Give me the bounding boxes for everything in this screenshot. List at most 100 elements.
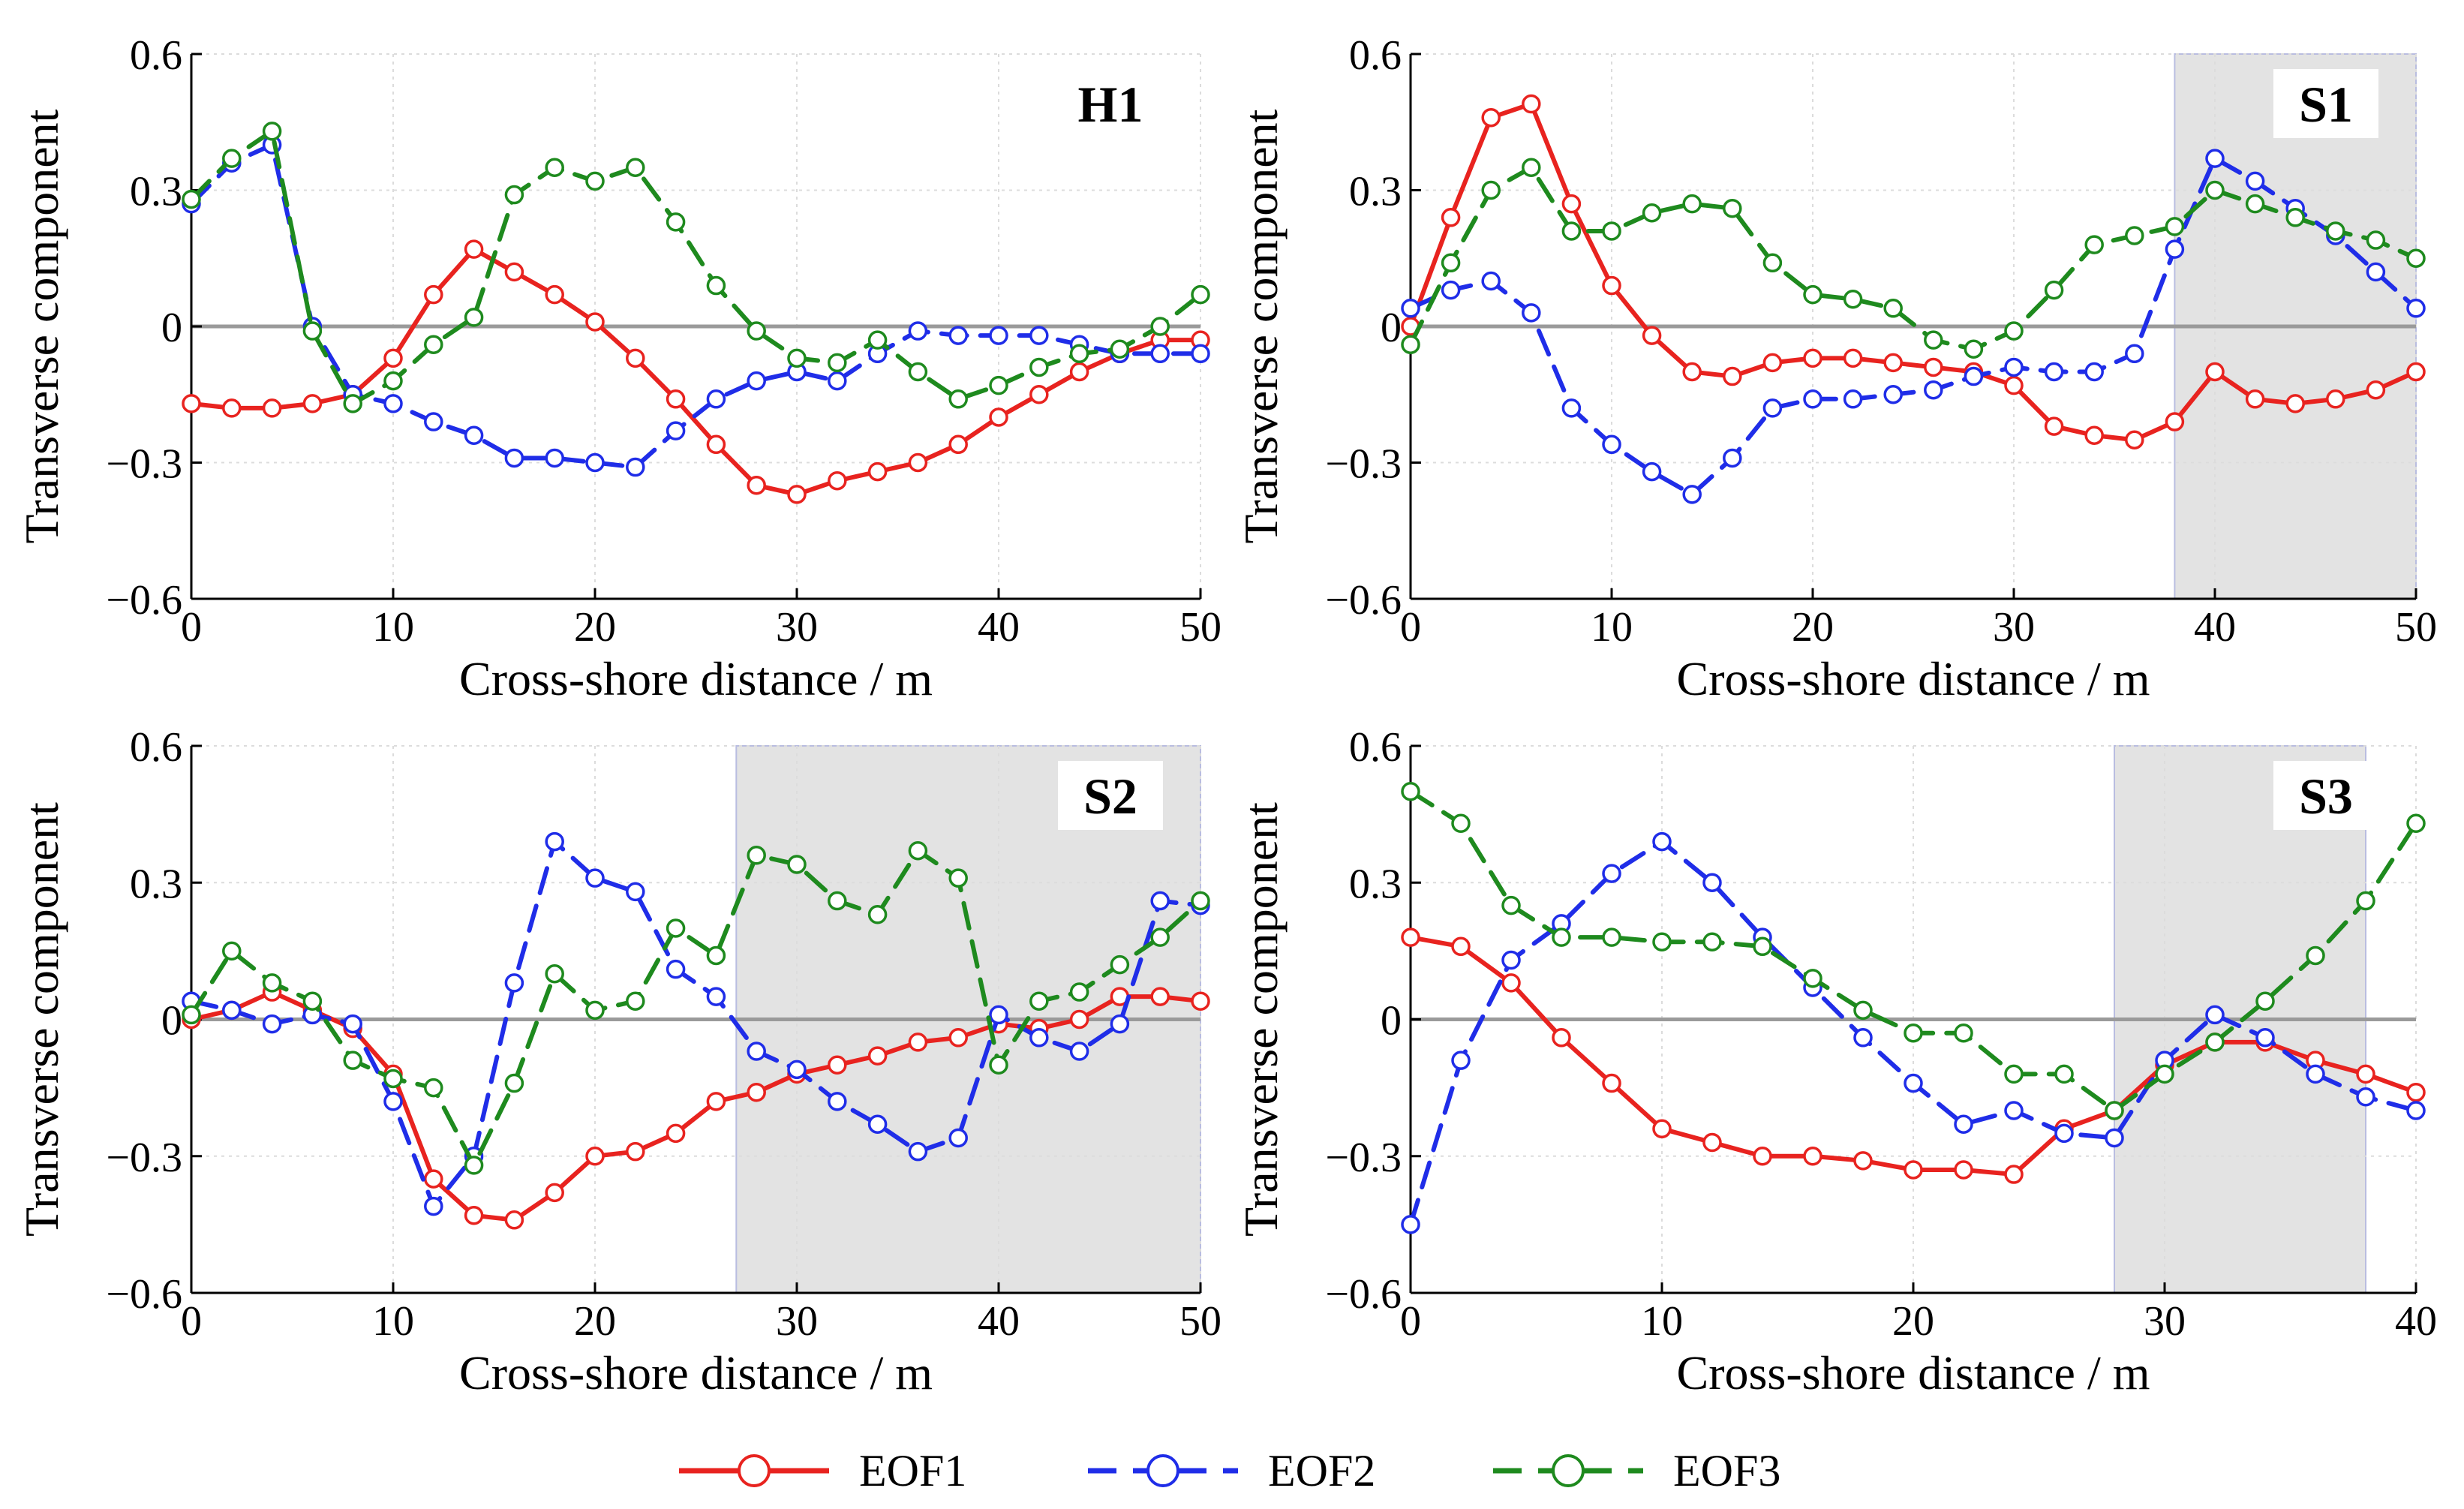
data-point [2084, 362, 2104, 382]
data-point [1522, 303, 1541, 323]
series-line [189, 128, 1203, 406]
data-point [626, 991, 645, 1011]
data-point [2245, 389, 2265, 409]
data-point [1652, 932, 1672, 951]
data-point [1843, 289, 1863, 309]
data-point [2406, 813, 2426, 834]
data-point [666, 421, 686, 440]
data-point [1069, 1009, 1089, 1030]
data-point [2285, 394, 2305, 413]
series-eof3 [1401, 158, 2426, 359]
data-point [343, 1051, 362, 1070]
data-point [2356, 1064, 2375, 1084]
y-tick-label: −0.6 [106, 577, 182, 624]
data-point [1150, 987, 1170, 1006]
series-eof2 [1401, 149, 2426, 504]
data-point [383, 1092, 403, 1111]
data-point [2165, 239, 2185, 259]
y-tick-label: 0.6 [130, 724, 182, 771]
data-point [2366, 230, 2386, 250]
data-point [989, 1005, 1008, 1025]
data-point [2356, 891, 2375, 911]
data-point [747, 1082, 766, 1102]
data-point [747, 476, 766, 495]
data-point [464, 1205, 484, 1225]
data-point [908, 840, 928, 861]
y-tick-label: −0.6 [1325, 1271, 1402, 1318]
data-point [1069, 1042, 1089, 1061]
data-point [1723, 198, 1742, 218]
x-tick-label: 10 [372, 1298, 414, 1345]
data-point [1753, 1147, 1772, 1166]
legend-label: EOF2 [1268, 1446, 1375, 1495]
data-point [2125, 344, 2144, 364]
data-point [706, 434, 726, 455]
data-point [1029, 1028, 1049, 1048]
data-point [1964, 339, 1984, 359]
data-point [2044, 280, 2064, 300]
x-tick-label: 30 [1993, 604, 2035, 651]
panel-s3: 0 10 20 30 40 −0.6 −0.3 0 0.3 0.6 Cross-shore dist… [1234, 724, 2437, 1399]
data-point [2165, 217, 2185, 236]
data-point [1110, 1014, 1130, 1034]
data-point [424, 335, 443, 354]
panel-s1: 0 10 20 30 40 50 −0.6 −0.3 0 0.3 0.6 Cross-shore di… [1234, 32, 2437, 705]
data-point [1401, 335, 1420, 354]
data-point [1803, 1147, 1822, 1166]
data-point [1904, 1160, 1923, 1180]
data-point [1191, 284, 1210, 305]
data-point [1602, 927, 1621, 947]
data-point [222, 149, 242, 168]
data-point [545, 448, 564, 468]
data-point [2255, 991, 2275, 1011]
data-point [666, 1123, 686, 1144]
y-tick-label: 0 [161, 998, 182, 1045]
data-point [1853, 1151, 1873, 1171]
data-point [1843, 389, 1863, 409]
data-point [585, 1000, 605, 1021]
data-point [262, 1014, 282, 1034]
data-point [1069, 362, 1089, 382]
data-point [1029, 991, 1049, 1011]
data-point [1441, 208, 1461, 227]
data-point [1029, 357, 1049, 377]
series-eof2 [182, 135, 1210, 477]
series-line [189, 247, 1203, 497]
data-point [1069, 982, 1089, 1002]
legend-marker [1552, 1454, 1585, 1487]
panel-label-box [2273, 69, 2378, 138]
data-point [2356, 1087, 2375, 1107]
x-tick-label: 10 [1641, 1298, 1683, 1345]
y-tick-label: 0.6 [1349, 724, 1402, 771]
data-point [828, 353, 847, 373]
data-point [867, 461, 888, 482]
data-point [2084, 235, 2104, 254]
data-point [2004, 1064, 2024, 1084]
data-point [626, 348, 645, 368]
data-point [2004, 321, 2024, 341]
data-point [545, 158, 564, 177]
data-point [2326, 221, 2345, 241]
data-point [545, 1183, 564, 1203]
x-tick-label: 20 [1892, 1298, 1934, 1345]
data-point [585, 868, 605, 888]
data-point [504, 1073, 524, 1093]
x-tick-label: 30 [776, 1298, 818, 1345]
data-point [908, 1033, 928, 1052]
data-point [666, 959, 686, 979]
data-point [222, 398, 242, 418]
data-point [2205, 149, 2225, 168]
x-tick-label: 40 [978, 1298, 1020, 1345]
data-point [1552, 927, 1571, 947]
data-point [1029, 326, 1049, 345]
data-point [2105, 1101, 2124, 1120]
data-point [666, 212, 686, 232]
series-eof3 [182, 122, 1210, 413]
data-point [828, 371, 847, 391]
data-point [1883, 353, 1903, 373]
data-point [1191, 991, 1210, 1011]
data-point [1150, 317, 1170, 336]
data-point [343, 1014, 362, 1034]
y-tick-label: 0 [1381, 305, 1402, 351]
